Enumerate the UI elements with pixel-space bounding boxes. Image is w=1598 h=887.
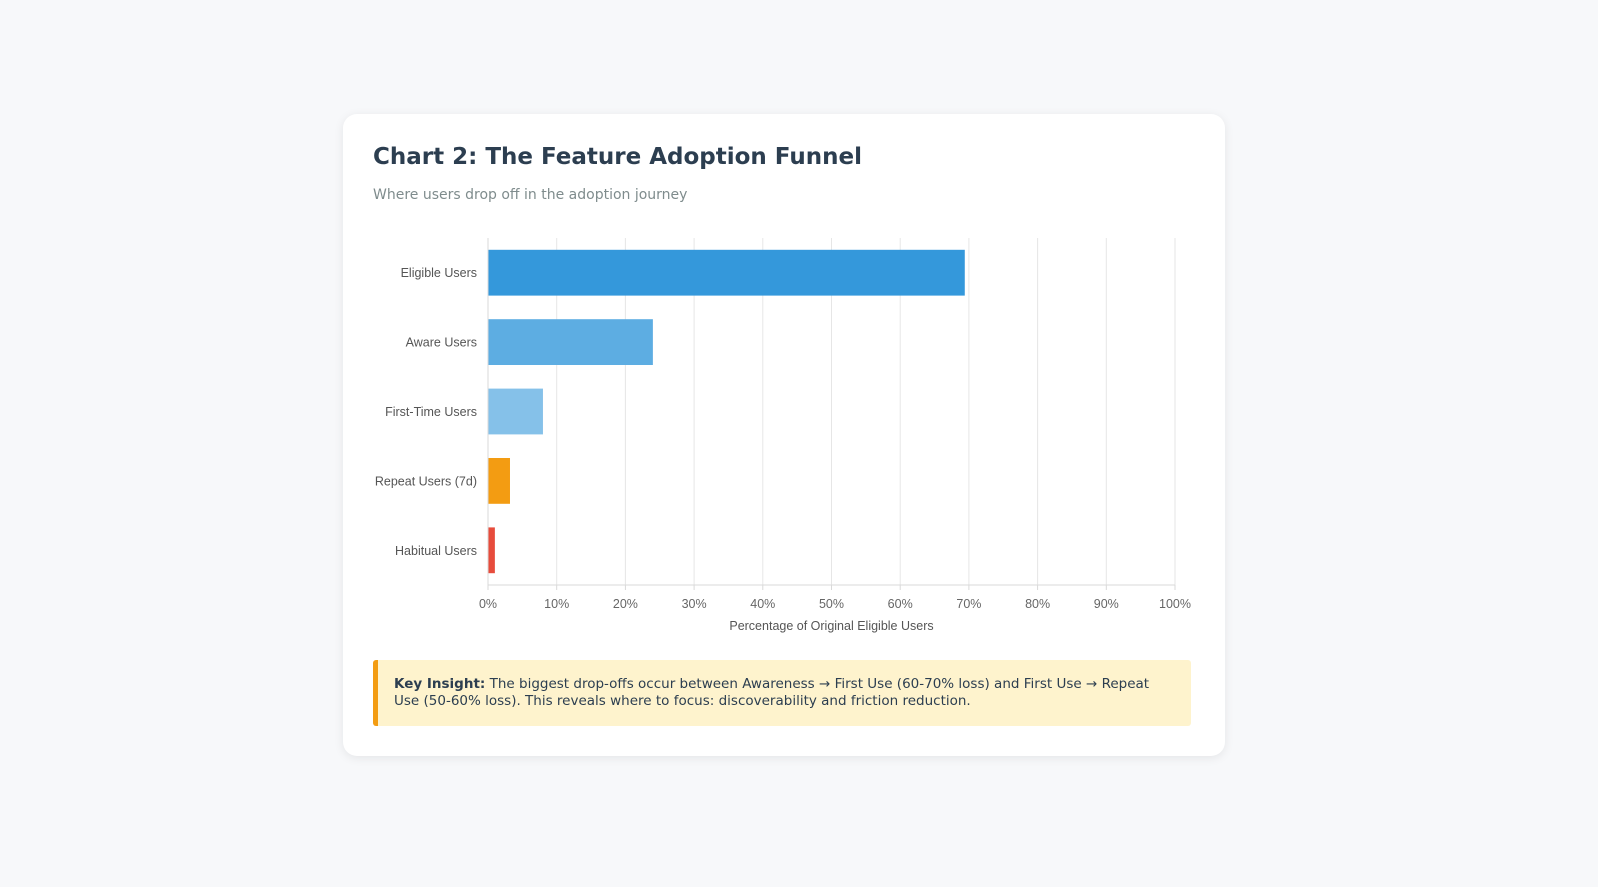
funnel-bar-chart: Eligible Users Aware Users First-Time User… [375,238,1191,633]
bar-first-time-users [488,388,543,435]
x-tick-label: 50% [819,597,844,611]
bar-eligible-users [488,249,965,296]
x-tick-label: 40% [750,597,775,611]
bars [488,249,965,574]
x-axis-title: Percentage of Original Eligible Users [729,619,933,633]
category-label: Aware Users [406,336,477,350]
chart-card: Chart 2: The Feature Adoption Funnel Whe… [343,114,1225,756]
x-tick-label: 20% [613,597,638,611]
bar-habitual-users [488,527,495,574]
x-tick-label: 10% [544,597,569,611]
chart-title: Chart 2: The Feature Adoption Funnel [373,144,862,170]
x-tick-label: 30% [682,597,707,611]
category-label: Habitual Users [395,544,477,558]
x-tick-label: 90% [1094,597,1119,611]
insight-text: The biggest drop-offs occur between Awar… [394,676,1150,709]
category-labels: Eligible Users Aware Users First-Time User… [375,266,477,558]
x-tick-label: 60% [888,597,913,611]
insight-label: Key Insight: [394,676,486,692]
category-label: Eligible Users [401,266,477,280]
x-tick-label: 80% [1025,597,1050,611]
x-tick-label: 0% [479,597,497,611]
x-tick-label: 100% [1159,597,1191,611]
x-tick-label: 70% [956,597,981,611]
bar-aware-users [488,319,653,366]
category-label: First-Time Users [385,405,477,419]
chart-subtitle: Where users drop off in the adoption jou… [373,187,688,203]
key-insight-callout: Key Insight: The biggest drop-offs occur… [373,660,1191,726]
bar-repeat-users-7d [488,457,510,504]
grid-lines [487,238,1176,590]
x-tick-labels: 0% 10% 20% 30% 40% 50% 60% 70% 80% 90% 100% [479,597,1191,611]
category-label: Repeat Users (7d) [375,474,477,488]
